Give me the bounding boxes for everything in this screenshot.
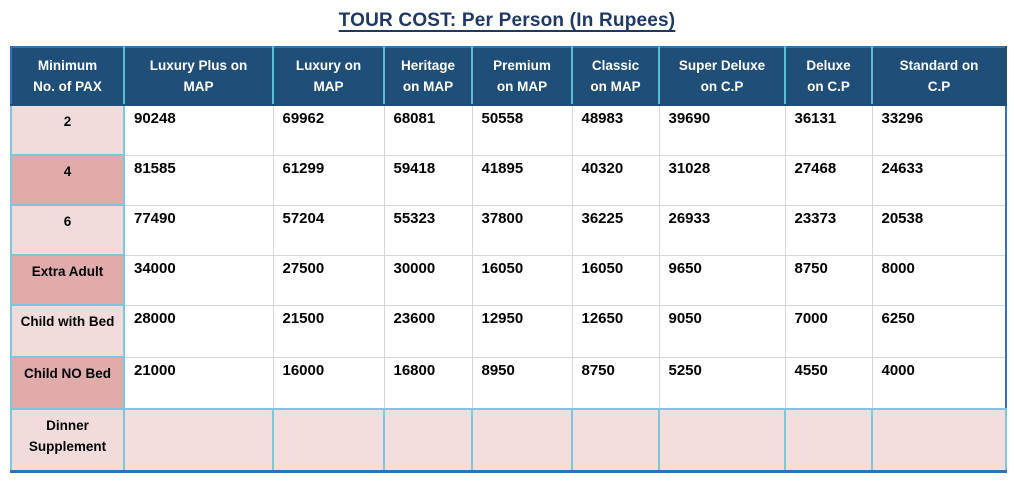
data-cell: [871, 408, 1007, 472]
data-cell: 77490: [123, 204, 274, 256]
data-cell: 40320: [571, 154, 660, 206]
column-header-premium-map: Premium on MAP: [472, 47, 573, 106]
row-label-cell: Child with Bed: [10, 304, 125, 358]
row-label-cell: 4: [10, 154, 125, 206]
column-header-pax: Minimum No. of PAX: [11, 47, 125, 106]
data-cell: 48983: [571, 104, 660, 156]
data-cell: 6250: [871, 304, 1007, 358]
row-label-cell: 6: [10, 204, 125, 256]
data-cell: 30000: [383, 254, 473, 306]
data-cell: 20538: [871, 204, 1007, 256]
data-cell: [571, 408, 660, 472]
table-row: Child with Bed 28000 21500 23600 12950 12650 9…: [10, 304, 1007, 358]
data-cell: 27468: [784, 154, 873, 206]
data-cell: 59418: [383, 154, 473, 206]
data-cell: 28000: [123, 304, 274, 358]
data-cell: 68081: [383, 104, 473, 156]
table-row: Dinner Supplement: [10, 408, 1007, 472]
data-cell: 61299: [272, 154, 385, 206]
data-cell: 24633: [871, 154, 1007, 206]
data-cell: 41895: [471, 154, 573, 206]
data-cell: [123, 408, 274, 472]
data-cell: 23600: [383, 304, 473, 358]
column-header-heritage-map: Heritage on MAP: [384, 47, 473, 106]
data-cell: 57204: [272, 204, 385, 256]
data-cell: 27500: [272, 254, 385, 306]
data-cell: 16050: [571, 254, 660, 306]
data-cell: 4000: [871, 356, 1007, 410]
data-cell: 21000: [123, 356, 274, 410]
column-header-classic-map: Classic on MAP: [572, 47, 660, 106]
row-label-cell: Child NO Bed: [10, 356, 125, 410]
data-cell: 36225: [571, 204, 660, 256]
table-row: 2 90248 69962 68081 50558 48983 39690 36131 3329…: [10, 104, 1007, 156]
data-cell: 90248: [123, 104, 274, 156]
table-header-row: Minimum No. of PAX Luxury Plus on MAP Luxu…: [11, 47, 1007, 106]
data-cell: [784, 408, 873, 472]
data-cell: 4550: [784, 356, 873, 410]
data-cell: 21500: [272, 304, 385, 358]
data-cell: 8000: [871, 254, 1007, 306]
data-cell: 12650: [571, 304, 660, 358]
column-header-luxury-plus-map: Luxury Plus on MAP: [124, 47, 274, 106]
row-label-cell: Extra Adult: [10, 254, 125, 306]
data-cell: 16050: [471, 254, 573, 306]
data-cell: 33296: [871, 104, 1007, 156]
data-cell: [471, 408, 573, 472]
table-row: Extra Adult 34000 27500 30000 16050 16050 9650…: [10, 254, 1007, 306]
data-cell: 23373: [784, 204, 873, 256]
data-cell: 34000: [123, 254, 274, 306]
column-header-standard-cp: Standard on C.P: [872, 47, 1007, 106]
data-cell: [272, 408, 385, 472]
page-title: TOUR COST: Per Person (In Rupees): [338, 10, 676, 31]
column-header-deluxe-cp: Deluxe on C.P: [785, 47, 873, 106]
data-cell: 16000: [272, 356, 385, 410]
data-cell: 8950: [471, 356, 573, 410]
data-cell: 7000: [784, 304, 873, 358]
data-cell: 9050: [658, 304, 786, 358]
table-row: Child NO Bed 21000 16000 16800 8950 8750 5250 4…: [10, 356, 1007, 410]
data-cell: 8750: [784, 254, 873, 306]
row-label-cell: Dinner Supplement: [10, 408, 125, 472]
data-cell: [383, 408, 473, 472]
data-cell: 36131: [784, 104, 873, 156]
data-cell: 9650: [658, 254, 786, 306]
data-cell: [658, 408, 786, 472]
data-cell: 55323: [383, 204, 473, 256]
table-body: 2 90248 69962 68081 50558 48983 39690 36131 3329…: [10, 104, 1007, 472]
data-cell: 12950: [471, 304, 573, 358]
data-cell: 8750: [571, 356, 660, 410]
data-cell: 69962: [272, 104, 385, 156]
data-cell: 31028: [658, 154, 786, 206]
data-cell: 16800: [383, 356, 473, 410]
table-row: 4 81585 61299 59418 41895 40320 31028 27468 2463…: [10, 154, 1007, 206]
column-header-luxury-map: Luxury on MAP: [273, 47, 385, 106]
data-cell: 81585: [123, 154, 274, 206]
column-header-super-deluxe-cp: Super Deluxe on C.P: [659, 47, 786, 106]
data-cell: 50558: [471, 104, 573, 156]
data-cell: 39690: [658, 104, 786, 156]
tour-cost-table: Minimum No. of PAX Luxury Plus on MAP Luxu…: [10, 46, 1007, 473]
data-cell: 5250: [658, 356, 786, 410]
table-row: 6 77490 57204 55323 37800 36225 26933 23373 2053…: [10, 204, 1007, 256]
data-cell: 26933: [658, 204, 786, 256]
data-cell: 37800: [471, 204, 573, 256]
row-label-cell: 2: [10, 104, 125, 156]
